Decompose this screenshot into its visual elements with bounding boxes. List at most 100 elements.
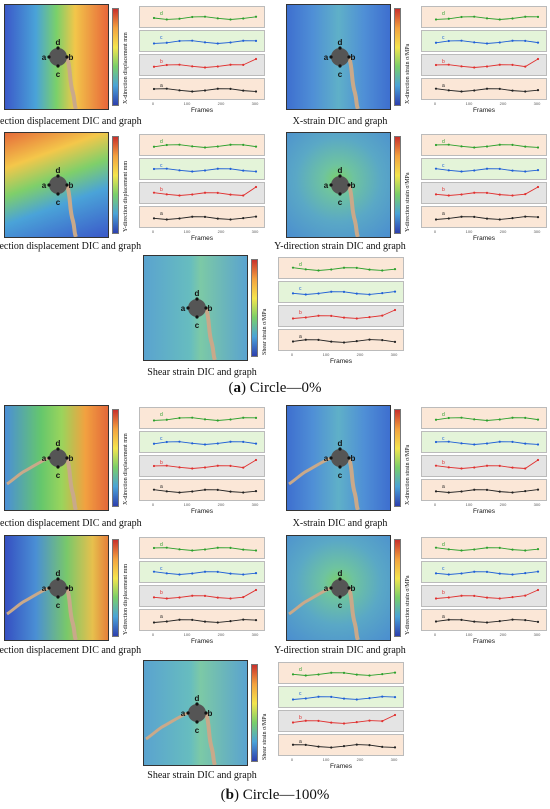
series-point-b [498,597,501,600]
series-point-b [485,464,489,467]
series-point-b [381,314,384,317]
series-point-b [191,467,194,470]
series-point-d [460,15,463,19]
point-b-marker [204,711,208,715]
series-point-a [203,215,207,218]
legend-c: c [442,566,445,572]
series-point-c [216,167,219,170]
point-label-b: b [351,53,356,62]
series-band-d: d [278,662,404,684]
point-d-marker [338,174,342,178]
x-tick-label: 300 [251,632,259,637]
panel-a2: a b c d X-direction strain σ/MPa d c b a 0 100 200 3… [286,4,548,116]
series-point-b [178,194,181,197]
series-point-d [393,268,397,271]
series-point-b [216,65,219,68]
series-point-c [191,39,194,42]
series-point-a [485,621,489,624]
x-tick-label: 100 [465,632,473,637]
series-point-d [317,269,320,272]
frames-graph: d c b a [421,407,547,507]
series-point-b [152,191,156,194]
y-axis-label: Y-direction displacement mm [123,161,129,232]
series-point-c [178,39,181,43]
point-label-c: c [56,471,61,480]
x-tick-label: 100 [465,229,473,234]
series-point-b [178,596,181,599]
series-point-c [229,167,232,170]
section-caption: (a) Circle—0% [228,380,322,396]
point-label-d: d [338,569,343,578]
panel-caption: X-direction displacement DIC and graph [0,518,142,529]
series-point-a [511,89,514,92]
series-point-c [178,573,181,576]
point-label-a: a [324,454,329,463]
point-a-marker [329,586,333,590]
series-point-a [498,490,501,493]
series-point-d [330,671,333,674]
series-point-b [498,193,501,196]
colorbar [251,664,258,762]
series-point-b [511,194,514,197]
series-point-b [511,466,514,469]
series-point-d [178,17,181,20]
series-point-b [524,193,527,196]
point-b-marker [65,55,69,59]
legend-b: b [299,715,302,721]
legend-d: d [299,262,302,268]
series-point-a [317,745,320,748]
series-point-d [178,143,181,146]
point-label-c: c [56,70,61,79]
series-point-c [381,695,384,698]
series-point-c [242,573,245,576]
series-point-a [536,488,540,491]
series-point-b [317,314,320,317]
series-band-d: d [278,257,404,279]
point-b-marker [347,456,351,460]
series-band-a: a [139,78,265,100]
series-point-a [498,218,501,221]
series-point-b [381,719,384,723]
panel-b3: a b c d Y-direction displacement mm d c b a 0 100 2… [4,535,266,647]
series-point-b [203,191,207,194]
x-tick-label: 300 [533,502,541,507]
series-band-a: a [278,329,404,351]
series-point-d [485,546,489,549]
series-point-c [216,570,219,573]
point-c-marker [338,64,342,68]
colorbar [112,409,119,507]
point-label-b: b [69,454,74,463]
series-point-b [216,596,219,599]
point-label-a: a [42,584,47,593]
series-band-c: c [421,561,547,583]
series-point-c [152,42,156,45]
series-point-b [536,185,540,189]
panel-a3: a b c d Y-direction displacement mm d c b a 0 100 2… [4,132,266,244]
series-band-a: a [421,206,547,228]
point-c-marker [195,315,199,319]
point-c-marker [56,465,60,469]
point-label-b: b [69,53,74,62]
x-axis-label: Frames [190,508,214,515]
crack-line [145,711,189,741]
series-point-a [216,488,219,491]
series-point-d [203,548,207,551]
series-point-c [216,42,219,45]
legend-c: c [442,35,445,41]
series-point-d [317,673,320,676]
legend-b: b [160,460,163,466]
series-point-d [511,17,514,20]
point-label-d: d [195,694,200,703]
series-point-d [203,418,207,421]
point-label-c: c [56,198,61,207]
series-band-b: b [139,585,265,607]
series-point-b [203,66,207,69]
series-point-a [178,89,181,92]
colorbar [112,8,119,106]
legend-b: b [160,187,163,193]
series-point-c [485,442,489,445]
point-label-c: c [195,321,200,330]
